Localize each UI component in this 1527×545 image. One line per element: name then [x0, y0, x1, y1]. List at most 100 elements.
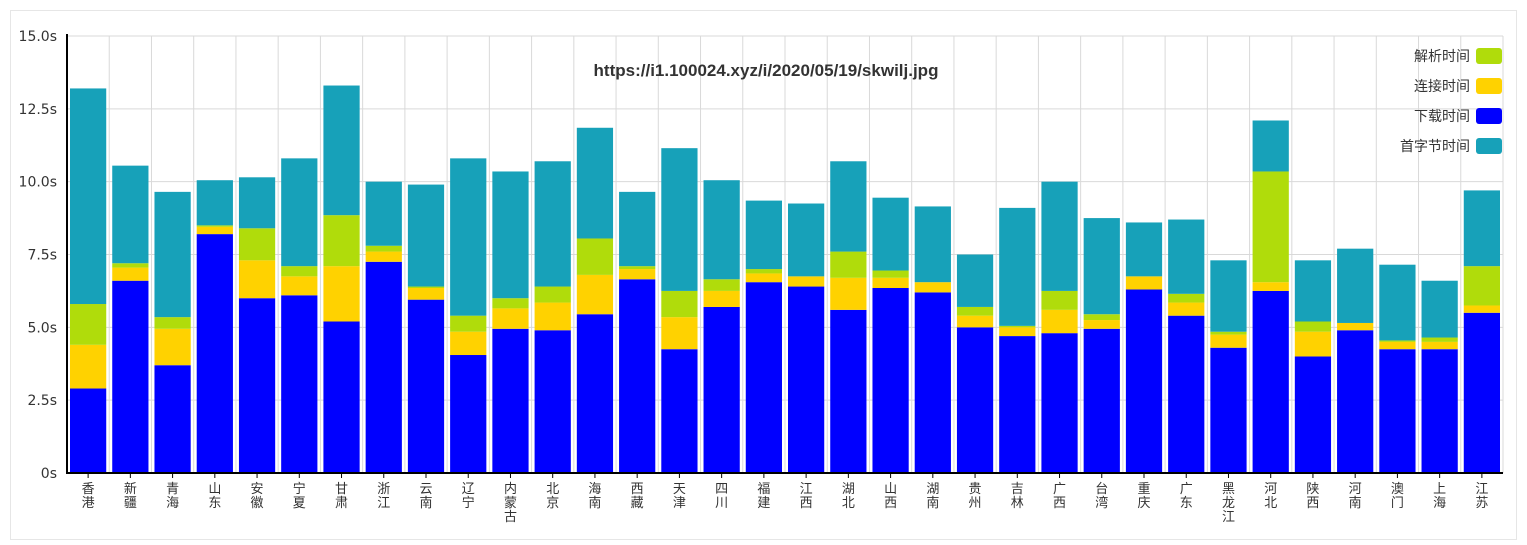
x-tick-label: 福建 — [757, 482, 770, 511]
bar-segment — [956, 327, 994, 473]
bar-segment — [1252, 171, 1289, 283]
bar-segment — [1421, 341, 1458, 350]
chart-title: https://i1.100024.xyz/i/2020/05/19/skwil… — [594, 61, 939, 80]
x-tick-label: 河北 — [1264, 482, 1277, 511]
legend-label: 下载时间 — [1414, 109, 1470, 125]
x-tick-label: 陕西 — [1306, 482, 1319, 511]
bar-segment — [450, 355, 487, 473]
bar-segment — [154, 365, 191, 473]
x-tick-label: 新疆 — [124, 481, 137, 511]
bar-segment — [661, 317, 698, 350]
bar-segment — [788, 203, 825, 277]
bar-segment — [703, 279, 740, 291]
bar-segment — [112, 280, 149, 473]
bar-segment — [619, 191, 656, 267]
x-tick-label: 江西 — [800, 482, 813, 511]
legend-label: 首字节时间 — [1400, 139, 1470, 155]
bar-segment — [788, 276, 825, 287]
y-tick-label: 10.0s — [19, 175, 57, 191]
x-tick-label: 山西 — [884, 482, 897, 511]
legend-label: 连接时间 — [1414, 78, 1470, 95]
bar-segment — [1210, 347, 1247, 473]
x-tick-label: 重庆 — [1137, 481, 1150, 511]
x-tick-label: 浙江 — [377, 482, 390, 511]
x-tick-label: 海南 — [588, 482, 601, 511]
bar-segment — [1125, 222, 1163, 277]
bar-segment — [956, 306, 994, 316]
bar-segment — [1421, 337, 1458, 342]
bar-segment — [914, 282, 951, 293]
bar-segment — [619, 269, 656, 280]
x-tick-label: 广东 — [1180, 482, 1193, 511]
bar-segment — [1294, 356, 1332, 473]
bar-segment — [1041, 309, 1078, 334]
bar-segment — [830, 251, 867, 278]
bar-segment — [196, 226, 233, 235]
bar-segment — [492, 328, 529, 473]
bar-segment — [1168, 219, 1205, 294]
bar-segment — [70, 88, 107, 305]
bar-segment — [576, 314, 614, 473]
bar-segment — [154, 317, 191, 329]
bar-segment — [450, 315, 487, 332]
bar-segment — [872, 270, 909, 278]
bar-segment — [323, 266, 360, 322]
bar-segment — [450, 331, 487, 356]
x-tick-label: 黑龙江 — [1222, 482, 1235, 525]
bar-segment — [1421, 349, 1458, 473]
bar-segment — [1083, 328, 1120, 473]
x-tick-label: 青海 — [166, 482, 179, 511]
x-tick-label: 四川 — [715, 482, 728, 511]
bar-segment — [830, 161, 867, 252]
x-tick-label: 吉林 — [1011, 482, 1024, 511]
legend-swatch — [1476, 138, 1502, 154]
x-tick-label: 甘肃 — [335, 482, 348, 511]
x-tick-label: 安徽 — [251, 482, 264, 511]
x-tick-label: 广西 — [1053, 482, 1066, 511]
bar-segment — [365, 251, 402, 262]
bar-segment — [70, 304, 107, 345]
bar-segment — [745, 273, 782, 283]
legend-swatch — [1476, 78, 1502, 94]
bar-segment — [872, 277, 909, 289]
bar-segment — [661, 148, 698, 291]
bar-segment — [661, 290, 698, 318]
bar-segment — [112, 263, 149, 268]
bar-segment — [281, 295, 318, 473]
bar-segment — [745, 282, 782, 473]
bar-segment — [112, 267, 149, 281]
bar-segment — [323, 215, 360, 267]
bar-segment — [1463, 305, 1500, 313]
bar-segment — [238, 298, 276, 473]
bar-segment — [703, 290, 740, 307]
chart-panel — [10, 10, 1517, 540]
bar-segment — [112, 165, 149, 264]
bar-segment — [196, 180, 233, 226]
bar-segment — [1337, 330, 1374, 473]
bar-segment — [1125, 276, 1163, 290]
bar-segment — [492, 308, 529, 329]
bar-segment — [281, 158, 318, 267]
bar-segment — [450, 158, 487, 316]
bar-segment — [1463, 266, 1500, 306]
bar-segment — [1379, 264, 1416, 341]
bar-segment — [1252, 290, 1289, 473]
bar-segment — [1168, 302, 1205, 316]
bar-segment — [914, 292, 951, 473]
bar-segment — [1294, 260, 1332, 322]
x-tick-label: 北京 — [546, 482, 559, 511]
x-tick-label: 江苏 — [1475, 482, 1488, 511]
bar-segment — [1041, 290, 1078, 310]
bar-segment — [281, 276, 318, 296]
bar-segment — [1083, 218, 1120, 315]
bar-segment — [70, 388, 107, 473]
bar-segment — [365, 181, 402, 246]
x-tick-label: 云南 — [419, 482, 432, 511]
y-tick-label: 7.5s — [27, 248, 57, 264]
bar-segment — [238, 177, 276, 229]
bar-segment — [323, 321, 360, 473]
bar-segment — [1083, 320, 1120, 329]
y-tick-label: 0s — [41, 466, 57, 482]
bar-segment — [1337, 322, 1374, 331]
